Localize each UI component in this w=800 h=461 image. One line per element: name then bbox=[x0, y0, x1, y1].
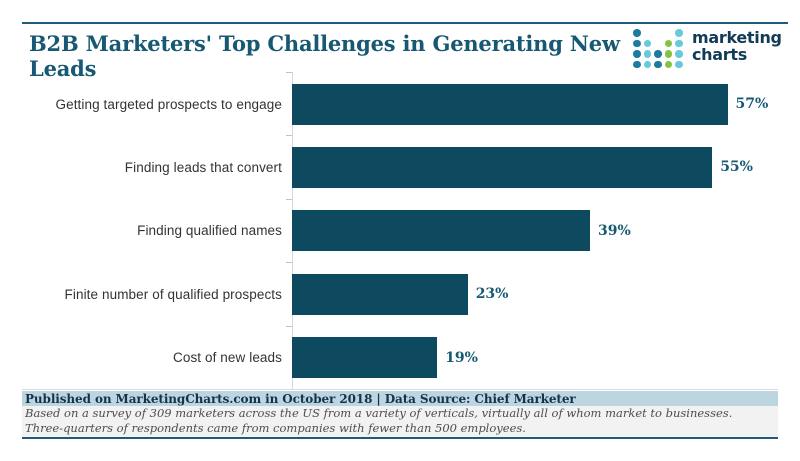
logo-dot bbox=[654, 60, 662, 68]
bar-row: Finite number of qualified prospects 23% bbox=[0, 273, 800, 315]
category-label: Finding leads that convert bbox=[124, 159, 282, 175]
logo-word-charts: charts bbox=[692, 45, 747, 64]
bar bbox=[292, 210, 590, 252]
axis-tick bbox=[286, 325, 292, 327]
category-label: Finite number of qualified prospects bbox=[64, 286, 282, 302]
published-text: Published on MarketingCharts.com in Octo… bbox=[25, 391, 576, 406]
bar-row: Getting targeted prospects to engage 57% bbox=[0, 83, 800, 125]
page-title: B2B Marketers' Top Challenges in Generat… bbox=[29, 31, 620, 81]
logo-dot bbox=[633, 29, 641, 37]
value-label: 55% bbox=[720, 159, 753, 176]
value-label: 57% bbox=[735, 96, 769, 112]
logo-dot bbox=[643, 60, 651, 68]
bar bbox=[292, 83, 728, 125]
published-band: Published on MarketingCharts.com in Octo… bbox=[22, 391, 778, 406]
value-label: 23% bbox=[475, 286, 509, 303]
logo-dot bbox=[664, 39, 672, 47]
category-label: Getting targeted prospects to engage bbox=[55, 96, 282, 112]
logo-dot-matrix-icon bbox=[633, 29, 686, 72]
logo-dot bbox=[633, 50, 641, 58]
bar-row: Finding leads that convert 55% bbox=[0, 146, 800, 188]
bar-chart: Getting targeted prospects to engage 57% F… bbox=[0, 72, 800, 390]
logo-dot bbox=[643, 39, 651, 47]
footnote-line-1: Based on a survey of 309 marketers acros… bbox=[25, 406, 733, 420]
logo-dot bbox=[633, 60, 641, 68]
category-label: Cost of new leads bbox=[172, 350, 282, 366]
value-label: 39% bbox=[598, 222, 631, 239]
axis-tick bbox=[286, 198, 292, 200]
axis-tick bbox=[286, 262, 292, 264]
logo-dot bbox=[664, 60, 672, 68]
logo-dot bbox=[643, 50, 651, 58]
footnote-band: Based on a survey of 309 marketers acros… bbox=[22, 406, 778, 437]
logo-wordmark: marketing charts bbox=[692, 29, 782, 63]
bar bbox=[292, 337, 438, 379]
logo-dot bbox=[675, 29, 683, 37]
axis-tick bbox=[286, 72, 292, 73]
bar bbox=[292, 273, 468, 315]
logo-dot bbox=[675, 60, 683, 68]
bar-row: Finding qualified names 39% bbox=[0, 210, 800, 252]
bar bbox=[292, 146, 713, 188]
footnote-line-2: Three-quarters of respondents came from … bbox=[25, 420, 526, 435]
logo-dot bbox=[675, 39, 683, 47]
x-axis-line bbox=[22, 389, 778, 390]
value-label: 19% bbox=[445, 349, 478, 366]
axis-tick bbox=[286, 135, 292, 137]
marketingcharts-logo: marketing charts bbox=[633, 29, 782, 72]
category-label: Finding qualified names bbox=[137, 223, 282, 239]
logo-word-marketing: marketing bbox=[692, 28, 782, 47]
logo-dot bbox=[654, 50, 662, 58]
bottom-divider bbox=[22, 437, 778, 439]
logo-dot bbox=[664, 50, 672, 58]
top-divider bbox=[22, 22, 788, 24]
logo-dot bbox=[675, 50, 683, 58]
bar-row: Cost of new leads 19% bbox=[0, 337, 800, 379]
logo-dot bbox=[633, 39, 641, 47]
